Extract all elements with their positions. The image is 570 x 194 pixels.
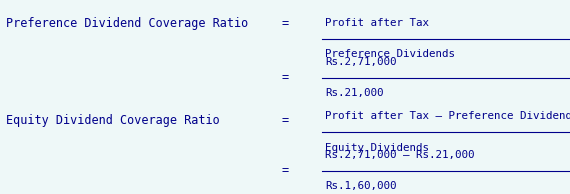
- Text: Rs.21,000: Rs.21,000: [325, 88, 384, 98]
- Text: Profit after Tax – Preference Dividends: Profit after Tax – Preference Dividends: [325, 111, 570, 121]
- Text: Rs.1,60,000: Rs.1,60,000: [325, 181, 396, 191]
- Text: Rs.2,71,000: Rs.2,71,000: [325, 57, 396, 67]
- Text: Preference Dividend Coverage Ratio: Preference Dividend Coverage Ratio: [6, 17, 248, 30]
- Text: =: =: [282, 164, 288, 177]
- Text: =: =: [282, 114, 288, 127]
- Text: Equity Dividends: Equity Dividends: [325, 143, 429, 153]
- Text: Rs.2,71,000 – Rs.21,000: Rs.2,71,000 – Rs.21,000: [325, 150, 474, 160]
- Text: Equity Dividend Coverage Ratio: Equity Dividend Coverage Ratio: [6, 114, 219, 127]
- Text: =: =: [282, 71, 288, 84]
- Text: Profit after Tax: Profit after Tax: [325, 18, 429, 28]
- Text: =: =: [282, 17, 288, 30]
- Text: Preference Dividends: Preference Dividends: [325, 49, 455, 60]
